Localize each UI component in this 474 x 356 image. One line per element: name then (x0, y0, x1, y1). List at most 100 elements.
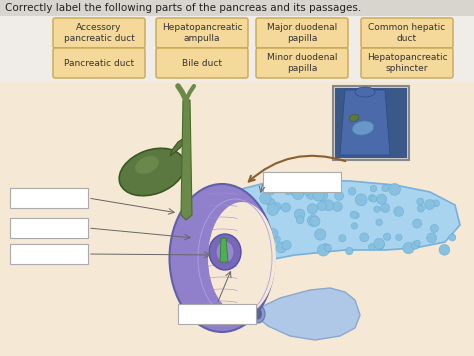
Polygon shape (255, 288, 360, 340)
Circle shape (439, 244, 450, 255)
Circle shape (317, 190, 328, 201)
Circle shape (383, 233, 391, 240)
Circle shape (396, 234, 402, 241)
Circle shape (325, 245, 331, 251)
Circle shape (317, 201, 327, 211)
Circle shape (282, 203, 291, 212)
Circle shape (355, 194, 367, 206)
Text: Pancreatic duct: Pancreatic duct (64, 58, 134, 68)
Ellipse shape (355, 87, 375, 97)
Text: Correctly label the following parts of the pancreas and its passages.: Correctly label the following parts of t… (5, 3, 361, 13)
Circle shape (339, 235, 346, 242)
Circle shape (273, 203, 281, 211)
FancyBboxPatch shape (10, 244, 88, 264)
Circle shape (267, 228, 278, 239)
Circle shape (292, 189, 299, 197)
Ellipse shape (208, 202, 276, 314)
Text: Hepatopancreatic
ampulla: Hepatopancreatic ampulla (162, 23, 242, 43)
Circle shape (292, 188, 304, 200)
Circle shape (375, 240, 384, 249)
Circle shape (294, 209, 305, 220)
Circle shape (350, 211, 357, 218)
FancyBboxPatch shape (335, 88, 407, 158)
Polygon shape (181, 100, 192, 220)
FancyBboxPatch shape (10, 218, 88, 238)
Circle shape (323, 200, 334, 211)
Circle shape (284, 187, 292, 195)
Ellipse shape (251, 305, 265, 323)
Circle shape (374, 239, 384, 249)
FancyBboxPatch shape (53, 18, 145, 48)
Circle shape (360, 233, 369, 242)
Circle shape (382, 185, 389, 192)
Circle shape (310, 216, 320, 226)
Circle shape (276, 242, 287, 253)
Text: Minor duodenal
papilla: Minor duodenal papilla (267, 53, 337, 73)
Circle shape (348, 188, 356, 195)
FancyBboxPatch shape (361, 18, 453, 48)
FancyBboxPatch shape (263, 172, 341, 192)
Circle shape (411, 241, 419, 249)
Circle shape (389, 183, 401, 195)
Ellipse shape (209, 234, 241, 270)
Text: Accessory
pancreatic duct: Accessory pancreatic duct (64, 23, 135, 43)
Circle shape (307, 215, 319, 226)
Circle shape (244, 235, 254, 245)
Ellipse shape (135, 156, 159, 174)
FancyBboxPatch shape (156, 18, 248, 48)
Circle shape (351, 223, 357, 229)
Circle shape (353, 212, 359, 219)
Circle shape (430, 225, 438, 232)
FancyBboxPatch shape (361, 48, 453, 78)
Text: Major duodenal
papilla: Major duodenal papilla (267, 23, 337, 43)
Ellipse shape (254, 309, 262, 319)
Circle shape (368, 194, 375, 201)
Circle shape (414, 240, 420, 246)
Circle shape (412, 219, 422, 228)
Polygon shape (205, 180, 460, 268)
Circle shape (417, 198, 424, 205)
Text: Hepatopancreatic
sphincter: Hepatopancreatic sphincter (367, 53, 447, 73)
Circle shape (449, 234, 456, 241)
Circle shape (302, 185, 312, 195)
Ellipse shape (349, 114, 359, 122)
Circle shape (260, 193, 271, 204)
Circle shape (251, 242, 259, 250)
Circle shape (266, 198, 275, 207)
Polygon shape (220, 238, 228, 262)
Ellipse shape (352, 121, 374, 135)
Circle shape (371, 196, 377, 202)
Circle shape (315, 229, 326, 240)
Circle shape (296, 216, 304, 224)
FancyBboxPatch shape (256, 48, 348, 78)
Circle shape (274, 236, 281, 242)
Circle shape (265, 185, 275, 195)
Circle shape (433, 200, 439, 207)
Ellipse shape (170, 184, 274, 332)
Circle shape (248, 217, 255, 224)
Circle shape (307, 204, 318, 214)
Circle shape (267, 204, 279, 215)
FancyBboxPatch shape (0, 82, 474, 356)
Circle shape (394, 206, 404, 216)
Circle shape (376, 194, 387, 204)
FancyBboxPatch shape (333, 86, 409, 160)
Circle shape (335, 191, 344, 200)
Text: Bile duct: Bile duct (182, 58, 222, 68)
Circle shape (255, 239, 265, 248)
FancyBboxPatch shape (0, 0, 474, 16)
Circle shape (370, 185, 377, 192)
Circle shape (427, 233, 437, 243)
Circle shape (376, 219, 383, 226)
Circle shape (425, 199, 435, 209)
Circle shape (318, 244, 329, 256)
Ellipse shape (119, 148, 185, 196)
Circle shape (417, 205, 425, 212)
FancyBboxPatch shape (53, 48, 145, 78)
Circle shape (346, 247, 353, 255)
FancyBboxPatch shape (178, 304, 256, 324)
Circle shape (251, 221, 262, 231)
Circle shape (313, 189, 324, 201)
Circle shape (306, 189, 316, 199)
Circle shape (333, 202, 342, 211)
